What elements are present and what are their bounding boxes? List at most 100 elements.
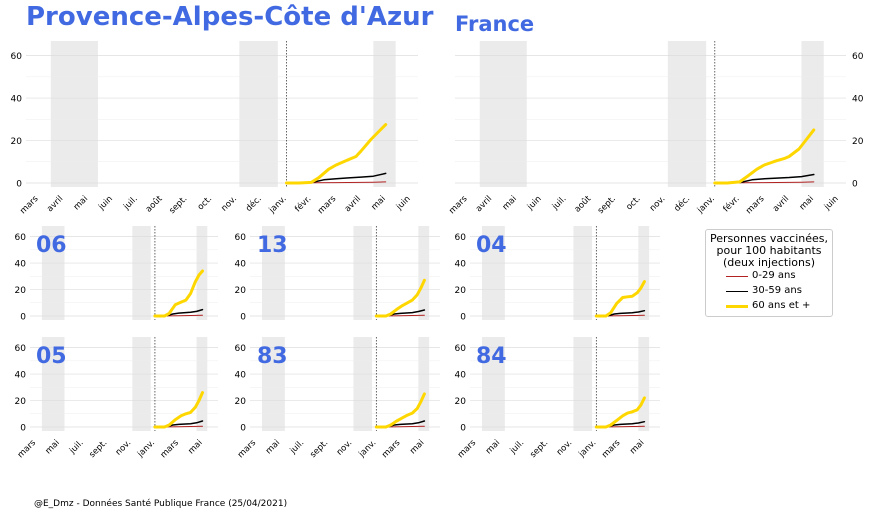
legend: Personnes vaccinées, pour 100 habitants …	[705, 229, 833, 317]
legend-label-0-29: 0-29 ans	[752, 270, 796, 281]
dep-05-label: 05	[36, 344, 67, 369]
dep-05-xtick-7: mai	[186, 438, 204, 456]
region-xtick-4: juil.	[121, 194, 140, 213]
legend-title-line-1: Personnes vaccinées,	[709, 232, 829, 245]
france-shade-1	[667, 41, 707, 187]
region-xtick-15: juin	[394, 194, 413, 213]
dep-13-label: 13	[257, 233, 288, 258]
dep-13-shade-0	[262, 226, 285, 320]
dep-06-ytick-0: 0	[20, 313, 26, 323]
dep-83-xtick-7: mai	[408, 438, 426, 456]
france-series-60-ans-et-	[713, 128, 816, 185]
france-ytick-60: 60	[852, 52, 864, 62]
dep-04-shade-2	[638, 226, 650, 320]
dep-05-shade-0	[41, 337, 65, 431]
dep-84-label: 84	[476, 344, 507, 369]
region-xtick-6: sept.	[167, 194, 189, 216]
dep-06-series-60-ans-et-	[153, 269, 204, 318]
dep-05-xtick-6: mars	[159, 438, 182, 461]
france-title: France	[455, 12, 535, 36]
region-series-60-ans-et-	[285, 123, 388, 185]
region-ytick-40: 40	[11, 95, 23, 105]
dep-04-ytick-0: 0	[460, 313, 466, 323]
footer-credit: @E_Dmz - Données Santé Publique France (…	[34, 499, 288, 509]
france-ytick-20: 20	[852, 137, 864, 147]
france-xtick-3: juin	[525, 194, 544, 213]
dep-84-ytick-20: 20	[455, 397, 467, 407]
dep-06-shade-0	[41, 226, 65, 320]
region-xtick-9: déc.	[243, 193, 264, 214]
france-xtick-5: août	[573, 194, 594, 215]
dep-83-xtick-3: sept.	[308, 438, 330, 460]
dep-84-ytick-60: 60	[455, 344, 467, 354]
region-ytick-60: 60	[11, 52, 23, 62]
legend-swatch-30-59	[726, 291, 748, 292]
dep-84-xtick-4: nov.	[555, 438, 575, 458]
dep-05-xtick-3: sept.	[87, 438, 109, 460]
dep-04-ytick-20: 20	[455, 286, 467, 296]
dep-04-ytick-60: 60	[455, 233, 467, 243]
dep-05-xtick-5: janv.	[135, 438, 157, 460]
dep-04-shade-0	[482, 226, 505, 320]
region-title: Provence-Alpes-Côte d'Azur	[26, 2, 434, 32]
dep-05-ytick-0: 0	[20, 424, 26, 434]
france-xtick-2: mai	[501, 194, 519, 212]
dep-13-ytick-20: 20	[235, 286, 247, 296]
dep-83-series-60-ans-et-	[374, 392, 426, 429]
region-xtick-1: avril	[45, 194, 65, 214]
region-xtick-7: oct.	[196, 194, 214, 212]
region-xtick-2: mai	[72, 194, 90, 212]
dep-05-shade-1	[132, 337, 151, 431]
dep-05-series-60-ans-et-	[153, 391, 204, 429]
france-xtick-8: nov.	[648, 194, 668, 214]
dep-84-xtick-3: sept.	[528, 438, 550, 460]
region-xtick-14: mai	[370, 194, 388, 212]
dep-06-ytick-20: 20	[15, 286, 27, 296]
dep-05-xtick-0: mars	[16, 438, 39, 461]
dep-06-ytick-40: 40	[15, 260, 27, 270]
dep-84-shade-1	[573, 337, 593, 431]
dep-13-ytick-60: 60	[235, 233, 247, 243]
france-shade-2	[801, 41, 824, 187]
france-xtick-12: mars	[744, 194, 767, 217]
dep-04-series-60-ans-et-	[594, 280, 646, 318]
dep-84-xtick-7: mai	[628, 438, 646, 456]
dep-13-series-60-ans-et-	[374, 278, 426, 318]
region-shade-0	[50, 41, 98, 187]
dep-83-ytick-0: 0	[240, 424, 246, 434]
dep-83-xtick-4: nov.	[335, 438, 355, 458]
region-xtick-10: janv.	[267, 194, 289, 216]
region-ytick-0: 0	[16, 180, 22, 190]
dep-04-ytick-40: 40	[455, 260, 467, 270]
france-xtick-11: févr.	[721, 193, 742, 214]
dep-05-ytick-20: 20	[15, 397, 27, 407]
region-shade-2	[373, 41, 396, 187]
dep-84-xtick-6: mars	[600, 438, 623, 461]
france-xtick-7: oct.	[624, 194, 642, 212]
dep-83-ytick-20: 20	[235, 397, 247, 407]
france-xtick-0: mars	[447, 194, 470, 217]
dep-84-ytick-40: 40	[455, 371, 467, 381]
region-xtick-8: nov.	[219, 194, 239, 214]
region-shade-1	[239, 41, 278, 187]
dep-06-ytick-60: 60	[15, 233, 27, 243]
dep-84-ytick-0: 0	[460, 424, 466, 434]
dep-83-xtick-2: juil.	[288, 438, 307, 457]
dep-83-ytick-40: 40	[235, 371, 247, 381]
dep-83-label: 83	[257, 344, 288, 369]
region-ytick-20: 20	[11, 137, 23, 147]
dep-05-ytick-40: 40	[15, 371, 27, 381]
region-xtick-11: févr.	[292, 193, 313, 214]
dep-06-label: 06	[36, 233, 67, 258]
region-xtick-12: mars	[316, 194, 339, 217]
france-ytick-40: 40	[852, 95, 864, 105]
france-xtick-1: avril	[474, 194, 494, 214]
dep-83-xtick-0: mars	[236, 438, 259, 461]
france-xtick-14: mai	[798, 194, 816, 212]
dep-83-xtick-6: mars	[380, 438, 403, 461]
dep-83-ytick-60: 60	[235, 344, 247, 354]
dep-84-xtick-5: janv.	[576, 438, 598, 460]
region-xtick-3: juin	[96, 194, 115, 213]
dep-83-shade-1	[353, 337, 373, 431]
